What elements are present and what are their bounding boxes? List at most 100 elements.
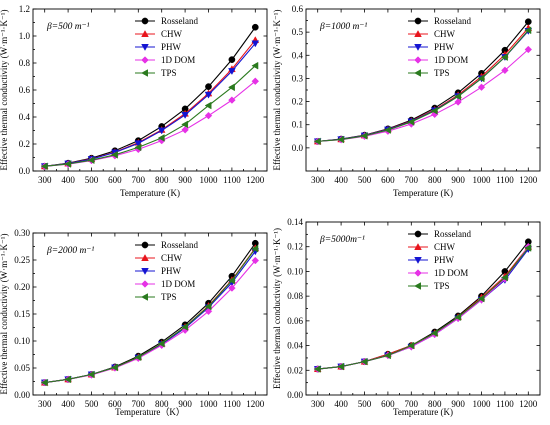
y-tick-label: 0.00 <box>287 390 303 400</box>
x-tick-label: 400 <box>61 175 75 185</box>
data-point <box>524 45 533 54</box>
legend-label: Rosseland <box>161 16 198 26</box>
x-tick-label: 1000 <box>200 175 219 185</box>
legend-label: CHW <box>161 29 183 39</box>
y-tick-label: 1.2 <box>19 4 30 14</box>
data-point <box>383 351 391 360</box>
data-point <box>181 323 189 331</box>
x-tick-label: 800 <box>428 399 442 409</box>
x-tick-label: 1100 <box>223 399 241 409</box>
data-point <box>181 120 189 129</box>
legend-label: Rosseland <box>434 229 471 239</box>
data-point <box>251 256 260 265</box>
legend-marker <box>141 268 149 275</box>
y-tick-label: 0.20 <box>14 282 30 292</box>
legend-marker <box>141 254 149 261</box>
data-point <box>454 98 462 106</box>
legend-label: Rosseland <box>434 16 471 26</box>
data-point <box>87 370 95 379</box>
x-tick-label: 900 <box>178 175 192 185</box>
data-point <box>228 68 236 76</box>
panel-label: β=2000 m⁻¹ <box>46 246 94 256</box>
data-point <box>251 23 259 31</box>
y-tick-label: 0.4 <box>292 50 304 60</box>
data-point <box>407 341 415 350</box>
y-tick-label: 0.3 <box>292 73 304 83</box>
series-line <box>317 246 529 370</box>
legend-label: 1D DOM <box>161 55 195 65</box>
data-point <box>501 66 509 75</box>
x-tick-label: 700 <box>132 399 146 409</box>
y-tick-label: 0.1 <box>292 120 303 130</box>
series-line <box>44 43 256 167</box>
x-axis-title: Temperature（K） <box>115 407 185 417</box>
data-point <box>477 83 486 91</box>
data-point <box>500 53 508 61</box>
series-line <box>44 248 256 384</box>
x-tick-label: 700 <box>405 399 419 409</box>
y-tick-label: 0.12 <box>287 242 303 252</box>
data-point <box>251 244 259 253</box>
x-tick-label: 300 <box>38 399 52 409</box>
data-point <box>360 131 368 140</box>
series-line <box>317 21 529 142</box>
series-line <box>317 246 529 370</box>
y-tick-label: 0.06 <box>287 316 303 326</box>
data-point <box>204 302 212 311</box>
x-tick-label: 500 <box>85 175 99 185</box>
x-tick-label: 600 <box>108 399 122 409</box>
x-tick-label: 1100 <box>223 175 241 185</box>
data-point <box>430 107 438 115</box>
legend-label: CHW <box>161 253 183 263</box>
legend-label: TPS <box>161 68 177 78</box>
plot-frame <box>32 232 268 396</box>
y-axis-title: Effective thermal conductivity (W·m⁻¹·K⁻… <box>0 10 9 171</box>
legend-label: PHW <box>161 42 182 52</box>
x-tick-label: 500 <box>358 175 372 185</box>
data-point <box>157 339 165 348</box>
y-tick-label: 0.8 <box>19 58 31 68</box>
legend-marker <box>414 44 422 51</box>
legend-marker <box>141 56 149 64</box>
series-line <box>44 242 256 384</box>
legend-label: 1D DOM <box>434 268 468 278</box>
data-point <box>87 156 95 165</box>
y-tick-label: 0.08 <box>287 291 303 301</box>
legend-marker <box>141 69 148 77</box>
data-point <box>524 244 532 252</box>
data-point <box>313 365 321 373</box>
x-axis-title: Temperature (K) <box>393 407 453 417</box>
legend-marker <box>414 230 422 238</box>
legend-label: CHW <box>434 242 456 252</box>
legend-marker <box>414 69 421 77</box>
x-axis-title: Temperature (K) <box>120 188 180 198</box>
x-tick-label: 600 <box>381 399 395 409</box>
series-line <box>317 49 529 142</box>
legend-label: PHW <box>434 42 455 52</box>
y-tick-label: 0.30 <box>14 228 30 238</box>
y-tick-label: 0.0 <box>292 143 304 153</box>
series-line <box>44 260 256 384</box>
chart-panel-4: 300 400 500 600 700 800 900 1000 1100 1200 0.00 0.0… <box>272 217 541 417</box>
y-tick-label: 0.4 <box>19 112 31 122</box>
legend-label: CHW <box>434 29 456 39</box>
x-tick-label: 900 <box>451 399 465 409</box>
y-tick-label: 0.10 <box>287 266 303 276</box>
x-tick-label: 1200 <box>519 175 538 185</box>
y-tick-label: 0.2 <box>19 139 30 149</box>
legend-marker <box>141 44 149 51</box>
legend-marker <box>414 257 422 264</box>
legend-marker <box>414 56 422 64</box>
data-point <box>157 127 166 135</box>
data-point <box>181 126 189 134</box>
data-point <box>204 111 213 120</box>
x-axis-title: Temperature (K) <box>393 188 453 198</box>
data-point <box>228 96 236 104</box>
x-tick-label: 900 <box>178 399 192 409</box>
y-tick-label: 0.10 <box>14 336 30 346</box>
data-point <box>430 329 438 338</box>
x-tick-label: 500 <box>358 399 372 409</box>
data-point <box>313 137 321 146</box>
data-point <box>454 92 462 101</box>
y-tick-label: 0.6 <box>19 85 31 95</box>
